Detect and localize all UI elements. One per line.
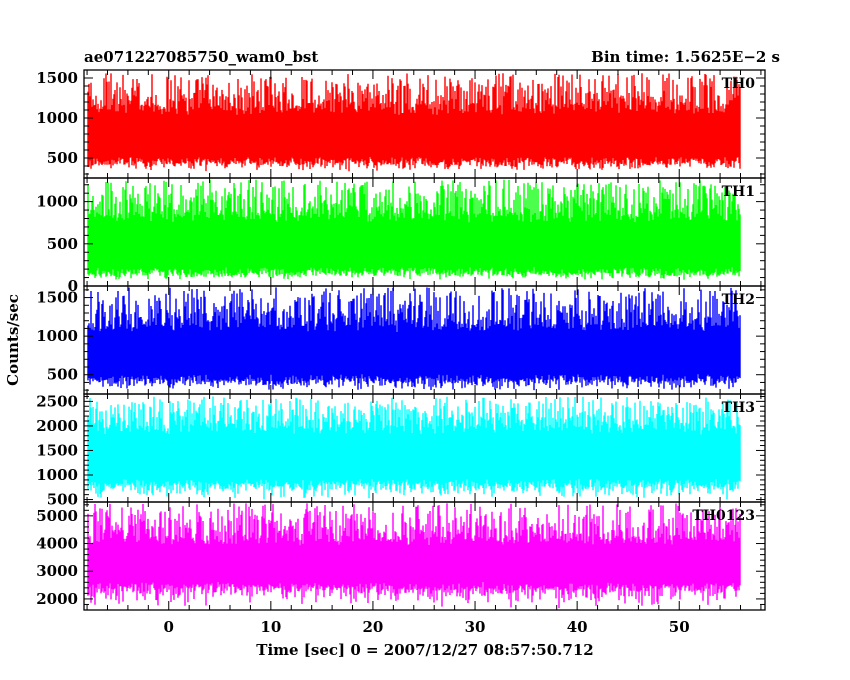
- panel-label: TH1: [722, 184, 755, 200]
- panel-th0123: 2000 3000 4000 5000 TH0123: [36, 501, 766, 611]
- panel-label: TH0: [722, 76, 756, 92]
- y-tick-label: 2000: [36, 417, 78, 435]
- y-tick-label: 500: [47, 235, 78, 253]
- x-tick-label: 20: [363, 618, 384, 636]
- series-th3: [87, 396, 741, 500]
- x-tick-label: 50: [669, 618, 690, 636]
- series-th2: [87, 287, 741, 391]
- series-th1: [87, 179, 741, 280]
- y-axis-label: Counts/sec: [4, 294, 22, 386]
- y-tick-label: 1500: [36, 441, 78, 459]
- chart-title-right: Bin time: 1.5625E−2 s: [591, 48, 780, 66]
- x-tick-label: 30: [465, 618, 486, 636]
- y-tick-label: 500: [47, 491, 78, 509]
- y-tick-label: 4000: [36, 535, 78, 553]
- panel-th0: 500 1000 1500 TH0: [36, 69, 766, 179]
- x-axis-label: Time [sec] 0 = 2007/12/27 08:57:50.712: [256, 641, 593, 659]
- panel-label: TH3: [722, 400, 755, 416]
- y-tick-label: 1000: [36, 327, 78, 345]
- panel-th2: 500 1000 1500 TH2: [36, 285, 766, 395]
- panel-label: TH2: [722, 292, 755, 308]
- panel-frame: [83, 501, 766, 611]
- series-th0: [87, 73, 741, 172]
- series-th0123: [87, 503, 741, 609]
- y-tick-label: 500: [47, 366, 78, 384]
- y-tick-label: 1000: [36, 193, 78, 211]
- y-tick-label: 2000: [36, 590, 78, 608]
- panel-th1: 0 500 1000 TH1: [36, 177, 766, 295]
- y-tick-label: 1500: [36, 289, 78, 307]
- y-tick-label: 3000: [36, 562, 78, 580]
- y-tick-label: 1000: [36, 466, 78, 484]
- panel-label: TH0123: [692, 508, 755, 524]
- x-axis: 0 10 20 30 40 50: [164, 618, 690, 636]
- y-tick-label: 0: [68, 277, 78, 295]
- x-tick-label: 0: [164, 618, 174, 636]
- y-tick-label: 500: [47, 149, 78, 167]
- x-tick-label: 40: [567, 618, 588, 636]
- panel-th3: 500 1000 1500 2000 2500 TH3: [36, 392, 766, 509]
- y-tick-label: 2500: [36, 392, 78, 410]
- y-tick-label: 1500: [36, 69, 78, 87]
- chart-title-left: ae071227085750_wam0_bst: [84, 48, 318, 66]
- y-tick-label: 5000: [36, 507, 78, 525]
- x-tick-label: 10: [260, 618, 281, 636]
- y-tick-label: 1000: [36, 109, 78, 127]
